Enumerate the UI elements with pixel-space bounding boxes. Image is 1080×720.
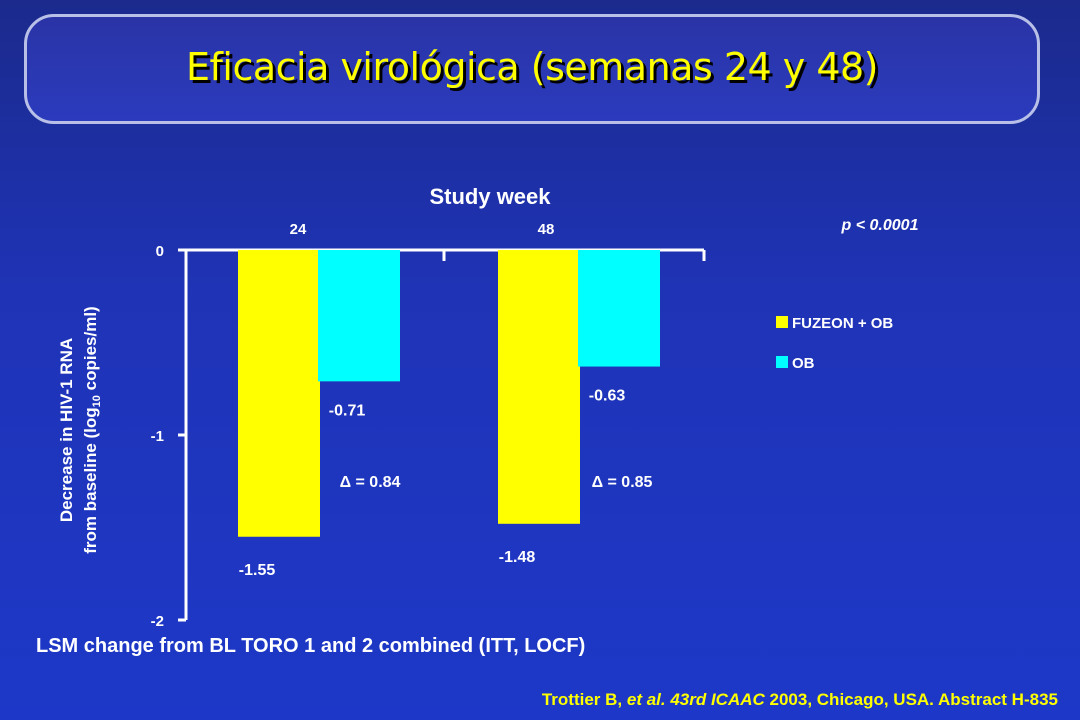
bar-fuzeon-ob-48 (498, 250, 580, 524)
y-tick-label: -2 (151, 613, 164, 630)
bar-fuzeon-ob-24 (238, 250, 320, 537)
bar-ob-48 (578, 250, 660, 367)
bar-ob-24 (318, 250, 400, 382)
data-label: -0.71 (329, 402, 366, 419)
legend-swatch (776, 356, 788, 368)
x-category-label: 48 (538, 221, 555, 238)
legend-label: FUZEON + OB (792, 315, 893, 332)
x-category-label: 24 (290, 221, 307, 238)
y-axis-title-line1: Decrease in HIV-1 RNA (57, 338, 76, 522)
data-label: -1.48 (499, 549, 536, 566)
title-box: Eficacia virológica (semanas 24 y 48) (24, 14, 1040, 124)
footer-note: LSM change from BL TORO 1 and 2 combined… (36, 635, 586, 657)
y-axis-title-line2: from baseline (log10 copies/ml) (81, 306, 103, 553)
y-tick-label: -1 (151, 428, 164, 445)
data-label: -0.63 (589, 388, 626, 405)
delta-label: Δ = 0.85 (592, 474, 653, 491)
y-axis-title: Decrease in HIV-1 RNA from baseline (log… (57, 306, 103, 553)
delta-label: Δ = 0.84 (340, 474, 401, 491)
page-title: Eficacia virológica (semanas 24 y 48) (186, 45, 879, 89)
data-labels: 24 48 -1.55 -1.48 -0.71 -0.63 Δ = 0.84 Δ = 0.85 (239, 221, 653, 579)
legend: FUZEON + OB OB (776, 315, 893, 372)
y-tick-label: 0 (156, 243, 164, 260)
x-axis-title: Study week (429, 184, 551, 209)
legend-swatch (776, 316, 788, 328)
bars (238, 250, 660, 537)
legend-label: OB (792, 355, 815, 372)
citation: Trottier B, et al. 43rd ICAAC 2003, Chic… (541, 690, 1058, 709)
p-value-annotation: p < 0.0001 (841, 217, 919, 234)
data-label: -1.55 (239, 562, 276, 579)
